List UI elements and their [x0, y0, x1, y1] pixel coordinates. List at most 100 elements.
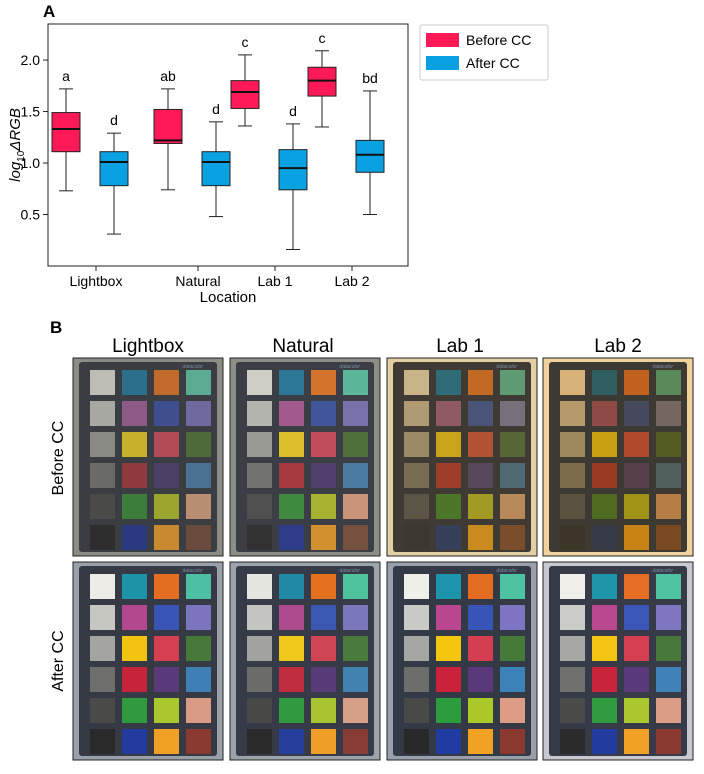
box-iqr [307, 66, 337, 97]
color-swatch [311, 525, 336, 550]
color-swatch [624, 698, 649, 723]
color-swatch [656, 494, 681, 519]
color-swatch [560, 636, 585, 661]
color-swatch [186, 525, 211, 550]
panel-a-label: A [43, 2, 55, 21]
color-swatch [656, 667, 681, 692]
panel-b-label: B [50, 318, 62, 337]
row-title-before: Before CC [50, 421, 67, 496]
color-swatch [122, 605, 147, 630]
box-iqr [201, 151, 231, 187]
color-swatch [500, 432, 525, 457]
color-swatch [154, 401, 179, 426]
color-swatch [500, 667, 525, 692]
color-swatch [247, 370, 272, 395]
color-swatch [468, 574, 493, 599]
brand-label: datacolor [182, 568, 203, 574]
color-swatch [404, 605, 429, 630]
color-swatch [436, 698, 461, 723]
box-iqr [230, 80, 260, 109]
color-swatch [311, 574, 336, 599]
color-swatch [656, 729, 681, 754]
color-swatch [90, 605, 115, 630]
color-swatch [656, 401, 681, 426]
color-swatch [560, 370, 585, 395]
color-swatch [311, 605, 336, 630]
color-swatch [560, 667, 585, 692]
color-swatch [279, 636, 304, 661]
color-swatch [154, 432, 179, 457]
color-swatch [279, 729, 304, 754]
y-tick-label: 1.5 [21, 104, 41, 120]
color-swatch [500, 370, 525, 395]
color-swatch [592, 667, 617, 692]
color-swatch [247, 432, 272, 457]
box-before-3: c [307, 30, 337, 128]
color-swatch [154, 667, 179, 692]
color-swatch [404, 401, 429, 426]
brand-label: datacolor [339, 364, 360, 370]
color-swatch [468, 494, 493, 519]
color-swatch [90, 636, 115, 661]
brand-label: datacolor [652, 568, 673, 574]
color-swatch [90, 370, 115, 395]
color-swatch [468, 401, 493, 426]
color-swatch [656, 605, 681, 630]
color-swatch [186, 667, 211, 692]
color-swatch [247, 401, 272, 426]
color-swatch [90, 401, 115, 426]
color-swatch [592, 525, 617, 550]
x-tick-label: Lab 1 [257, 273, 292, 289]
color-swatch [404, 698, 429, 723]
color-swatch [186, 574, 211, 599]
x-tick-label: Natural [175, 273, 220, 289]
color-swatch [90, 494, 115, 519]
color-swatch [343, 605, 368, 630]
color-swatch [122, 636, 147, 661]
column-title-lab2: Lab 2 [594, 336, 642, 357]
color-swatch [436, 605, 461, 630]
y-tick-label: 0.5 [21, 207, 41, 223]
color-swatch [656, 463, 681, 488]
color-swatch [404, 494, 429, 519]
box-iqr [153, 108, 183, 144]
color-swatch [343, 494, 368, 519]
color-swatch [560, 605, 585, 630]
color-swatch [122, 698, 147, 723]
color-swatch [279, 698, 304, 723]
color-swatch [468, 636, 493, 661]
brand-label: datacolor [496, 364, 517, 370]
photo-before-cc-natural: datacolor [229, 357, 381, 557]
color-swatch [122, 370, 147, 395]
color-swatch [279, 432, 304, 457]
color-swatch [592, 574, 617, 599]
color-swatch [436, 525, 461, 550]
color-swatch [311, 494, 336, 519]
color-swatch [592, 698, 617, 723]
color-swatch [343, 636, 368, 661]
color-swatch [247, 698, 272, 723]
color-swatch [154, 605, 179, 630]
photo-after-cc-lightbox: datacolor [72, 561, 224, 761]
color-swatch [154, 574, 179, 599]
color-swatch [154, 698, 179, 723]
color-swatch [311, 432, 336, 457]
box-iqr [355, 139, 385, 173]
color-swatch [500, 525, 525, 550]
color-swatch [122, 494, 147, 519]
color-swatch [279, 525, 304, 550]
color-swatch [404, 574, 429, 599]
legend-swatch-after [426, 56, 459, 70]
color-swatch [468, 432, 493, 457]
color-swatch [90, 698, 115, 723]
color-swatch [592, 432, 617, 457]
color-swatch [592, 636, 617, 661]
color-swatch [122, 729, 147, 754]
color-swatch [247, 463, 272, 488]
color-swatch [311, 729, 336, 754]
color-swatch [122, 401, 147, 426]
color-swatch [436, 463, 461, 488]
color-swatch [560, 432, 585, 457]
photo-after-cc-lab-1: datacolor [386, 561, 538, 761]
color-swatch [404, 636, 429, 661]
